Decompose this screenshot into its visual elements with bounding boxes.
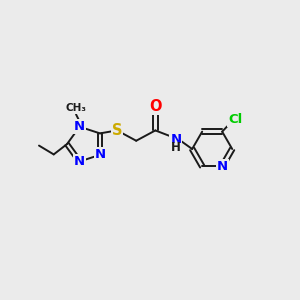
Text: N: N (74, 120, 85, 133)
Text: N: N (170, 133, 182, 146)
Text: N: N (94, 148, 106, 161)
Text: Cl: Cl (228, 113, 242, 126)
Text: H: H (171, 141, 181, 154)
Text: CH₃: CH₃ (65, 103, 86, 113)
Text: N: N (74, 155, 85, 168)
Text: O: O (149, 99, 162, 114)
Text: S: S (112, 123, 122, 138)
Text: N: N (217, 160, 228, 173)
